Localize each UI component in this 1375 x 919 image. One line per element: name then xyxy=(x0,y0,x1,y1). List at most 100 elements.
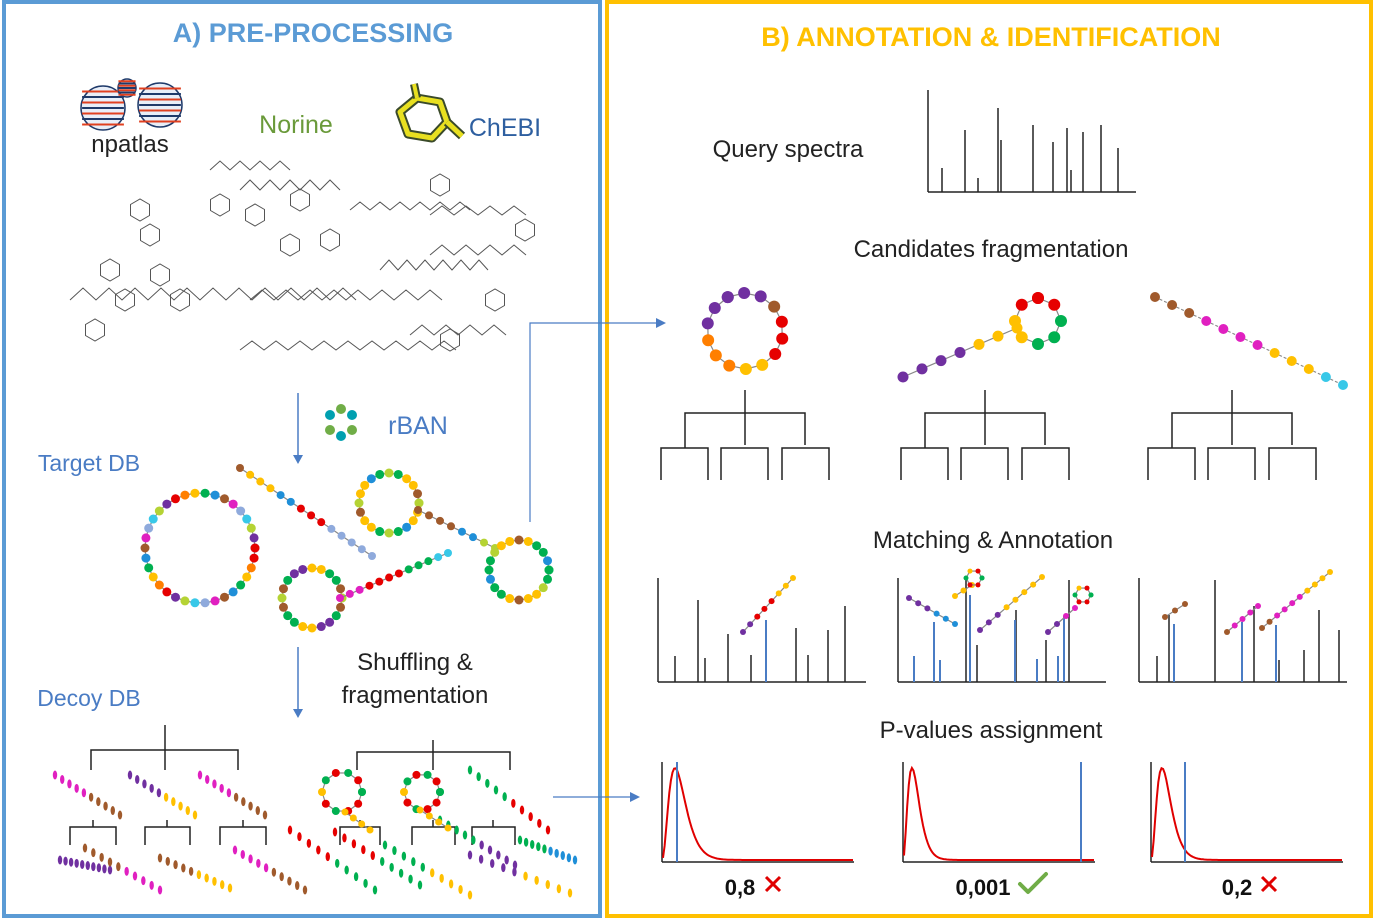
cyclic-peptide xyxy=(400,770,444,814)
monomer xyxy=(1269,348,1280,358)
npatlas-label: npatlas xyxy=(91,131,168,158)
p-value-distributions xyxy=(661,762,1343,863)
fragmentation-trees xyxy=(660,390,1317,480)
monomer xyxy=(423,770,432,779)
monomer xyxy=(1218,324,1229,334)
monomer xyxy=(358,788,366,796)
monomer xyxy=(432,777,441,786)
chemical-bond-chain xyxy=(239,340,457,351)
chemical-bond-chain xyxy=(69,287,357,301)
chemical-ring xyxy=(485,288,505,312)
monomer xyxy=(298,564,308,574)
monomer xyxy=(141,553,151,563)
monomer xyxy=(1048,331,1061,344)
decoy-fragment xyxy=(332,827,423,890)
matched-spectra xyxy=(657,568,1347,683)
monomer xyxy=(967,582,973,588)
query-spectrum xyxy=(927,90,1136,193)
monomer xyxy=(490,547,500,557)
monomer xyxy=(296,504,305,513)
monomer xyxy=(316,622,326,632)
monomer xyxy=(1286,356,1297,366)
cyclic-peptide xyxy=(484,535,554,605)
monomer xyxy=(538,547,548,557)
linear-peptide xyxy=(1150,292,1348,390)
monomer xyxy=(220,494,230,504)
monomer xyxy=(432,798,441,807)
chemical-bond-chain xyxy=(249,289,443,301)
globe-icon xyxy=(80,85,126,131)
matched-fragment xyxy=(1072,585,1094,605)
tree-branch xyxy=(720,447,769,480)
monomer xyxy=(523,536,533,546)
monomer xyxy=(368,552,376,560)
rban-label: rBAN xyxy=(388,412,448,440)
target-db-molecules xyxy=(140,464,554,633)
decoy-fragment xyxy=(157,853,233,893)
monomer xyxy=(375,577,384,586)
chemical-ring xyxy=(210,193,230,217)
matched-fragment xyxy=(906,595,958,627)
monomer xyxy=(327,524,336,533)
monomer xyxy=(1231,622,1238,629)
decoy-fragment xyxy=(127,770,198,820)
monomer xyxy=(336,594,344,602)
cyclic-peptide xyxy=(1009,292,1067,350)
monomer xyxy=(316,564,326,574)
monomer xyxy=(924,605,931,612)
monomer xyxy=(1054,621,1060,627)
arrow-to-decoy xyxy=(293,647,303,718)
monomer xyxy=(180,490,190,500)
monomer xyxy=(141,533,151,543)
monomer xyxy=(436,516,444,525)
monomer xyxy=(375,527,385,537)
chemical-ring xyxy=(430,173,450,197)
chemical-ring xyxy=(100,258,120,282)
monomer xyxy=(1296,593,1303,600)
monomer xyxy=(967,568,973,574)
monomer xyxy=(484,565,494,575)
linear-peptide xyxy=(236,464,376,560)
monomer xyxy=(490,583,500,593)
monomer xyxy=(180,596,190,606)
monomer xyxy=(190,598,200,608)
monomer xyxy=(416,806,424,814)
monomer xyxy=(776,332,789,345)
monomer xyxy=(505,594,515,604)
tree-branch xyxy=(900,447,949,480)
monomer xyxy=(200,488,210,498)
monomer xyxy=(979,575,985,581)
monomer xyxy=(289,569,299,579)
monomer xyxy=(992,330,1004,342)
monomer xyxy=(341,808,349,816)
monomer xyxy=(344,768,353,777)
monomer xyxy=(434,553,443,562)
monomer xyxy=(1032,292,1044,304)
check-icon xyxy=(1018,872,1048,894)
npatlas-logo: npatlas xyxy=(80,78,183,158)
monomer xyxy=(538,583,548,593)
chebi-logo xyxy=(395,83,466,143)
monomer xyxy=(1063,613,1069,619)
monomer xyxy=(228,587,238,597)
monomer xyxy=(325,617,335,627)
rban-logo xyxy=(325,404,357,441)
decoy-fragment xyxy=(437,815,518,870)
monomer xyxy=(402,474,412,484)
monomer xyxy=(283,611,293,621)
monomer xyxy=(709,349,722,362)
decoy-fragment xyxy=(232,845,308,895)
monomer xyxy=(394,569,403,578)
chemical-ring xyxy=(170,288,190,312)
monomer xyxy=(307,511,316,520)
candidates-label: Candidates fragmentation xyxy=(854,236,1129,263)
monomer xyxy=(1072,592,1078,598)
monomer xyxy=(436,788,444,796)
monomer xyxy=(393,527,403,537)
monomer xyxy=(162,499,172,509)
monomer xyxy=(543,574,553,584)
monomer xyxy=(768,598,775,605)
globe-icon xyxy=(137,82,183,128)
chemical-ring xyxy=(280,233,300,257)
monomer xyxy=(973,338,985,350)
